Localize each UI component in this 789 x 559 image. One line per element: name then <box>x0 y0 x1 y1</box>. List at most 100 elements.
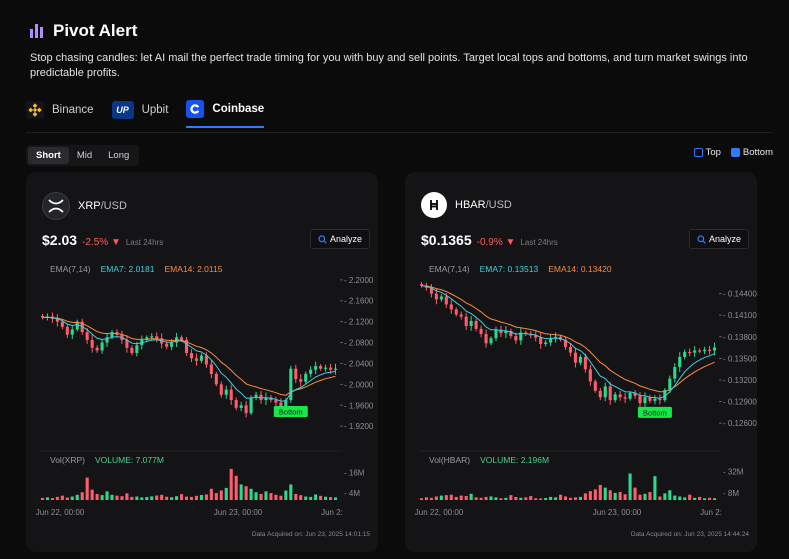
candle <box>544 342 548 344</box>
pair-symbol: HBAR <box>455 199 486 211</box>
candle <box>284 400 288 407</box>
candle <box>289 368 293 401</box>
volume-legend: Vol(XRP) VOLUME: 7.077M <box>50 455 164 465</box>
volume-bar <box>110 494 114 500</box>
candle <box>563 339 568 347</box>
candle <box>474 320 478 329</box>
candle <box>85 332 89 340</box>
period-selector: Short Mid Long <box>26 145 140 166</box>
volume-bar <box>479 497 483 500</box>
volume-bar <box>115 495 119 500</box>
candle <box>184 339 189 353</box>
volume-bar <box>499 498 503 500</box>
candle <box>209 364 213 374</box>
tab-binance[interactable]: Binance <box>26 101 94 127</box>
candle <box>613 394 617 401</box>
vol-label: Vol(HBAR) <box>429 455 471 465</box>
vol-tick-label: - 8M <box>723 489 739 498</box>
candle <box>623 397 627 399</box>
candle <box>264 397 268 401</box>
volume-bar <box>175 496 179 500</box>
candle <box>703 349 707 352</box>
bottom-marker-label: Bottom <box>279 408 303 417</box>
candle <box>249 397 253 414</box>
candle <box>519 332 523 341</box>
volume-bar <box>140 497 144 500</box>
y-tick-label: - 0.13500 <box>723 354 757 363</box>
volume-bar <box>170 497 174 500</box>
volume-bar <box>95 493 99 500</box>
candle <box>588 369 592 382</box>
volume-bar <box>544 498 548 500</box>
volume-bar <box>229 468 233 500</box>
app-logo-icon <box>30 24 43 38</box>
tab-upbit[interactable]: UP Upbit <box>111 101 169 127</box>
bottom-checkbox[interactable] <box>730 148 740 157</box>
analyze-button[interactable]: Analyze <box>688 229 749 249</box>
volume-bar <box>519 497 523 500</box>
volume-bar <box>105 491 109 500</box>
binance-icon <box>26 101 44 119</box>
ema14-line <box>42 316 336 396</box>
candle <box>509 331 513 337</box>
volume-bar <box>648 492 652 500</box>
candle <box>75 321 79 330</box>
tab-label: Upbit <box>141 104 169 116</box>
volume-bar <box>239 484 243 500</box>
candle <box>314 366 318 370</box>
volume-bar <box>269 493 273 500</box>
volume-bar <box>429 497 433 500</box>
candle <box>204 355 208 365</box>
price-chart-xrp[interactable]: - 2.2000 - 2.1600 - 2.1200 - 2.0800 - 2.0400… <box>26 172 378 532</box>
volume-bar <box>135 496 139 500</box>
top-checkbox[interactable] <box>693 148 703 157</box>
ema-legend: EMA(7,14) EMA7: 2.0181 EMA14: 2.0115 <box>50 264 222 274</box>
volume-bar <box>289 484 293 500</box>
y-tick-label: - 2.0800 <box>344 339 374 348</box>
ema7-value: EMA7: 0.13513 <box>479 264 539 274</box>
volume-bar <box>504 497 508 500</box>
toggle-bottom-label: Bottom <box>742 147 773 158</box>
volume-bar <box>554 497 558 500</box>
candle <box>668 378 672 391</box>
current-price: $2.03 <box>42 232 78 248</box>
volume-bar <box>309 496 313 500</box>
candle <box>150 336 154 338</box>
volume-bar <box>549 496 553 500</box>
candle <box>504 331 508 334</box>
volume-bar <box>449 494 453 500</box>
period-short[interactable]: Short <box>28 147 69 164</box>
candle <box>130 347 134 353</box>
xrp-coin-icon <box>42 192 70 220</box>
x-tick-label: Jun 2: <box>321 508 343 517</box>
volume-bar <box>224 487 228 500</box>
toggle-bottom[interactable]: Bottom <box>730 147 773 158</box>
volume-bar <box>494 497 498 500</box>
price-change: -2.5% ▼ <box>82 237 121 248</box>
candle <box>698 350 702 352</box>
toggle-top-label: Top <box>705 147 721 158</box>
volume-bar <box>60 495 64 500</box>
period-mid[interactable]: Mid <box>76 150 93 161</box>
candle <box>135 345 139 353</box>
volume-bar <box>613 492 617 500</box>
y-tick-label: - 0.13200 <box>723 376 757 385</box>
volume-bar <box>329 497 333 500</box>
candle <box>524 332 528 334</box>
vol-value: VOLUME: 2.196M <box>480 455 550 465</box>
candle <box>712 347 717 351</box>
toggle-top[interactable]: Top <box>693 147 721 158</box>
price-chart-hbar[interactable]: - 0.14400 - 0.14100 - 0.13800 - 0.13500 - 0.… <box>405 172 757 532</box>
hbar-coin-icon <box>421 192 447 218</box>
volume-bar <box>254 492 258 500</box>
app-header: Pivot Alert <box>30 21 137 41</box>
candle <box>189 353 194 359</box>
volume-bar <box>160 494 164 500</box>
ema14-value: EMA14: 2.0115 <box>164 264 223 274</box>
tab-coinbase[interactable]: Coinbase <box>186 100 265 128</box>
analyze-button[interactable]: Analyze <box>309 229 370 249</box>
volume-bar <box>588 491 592 500</box>
candle <box>479 328 483 334</box>
period-long[interactable]: Long <box>108 150 130 161</box>
volume-bar <box>194 495 198 500</box>
